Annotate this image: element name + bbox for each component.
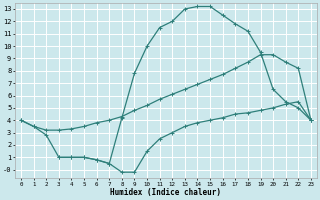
X-axis label: Humidex (Indice chaleur): Humidex (Indice chaleur) [110,188,221,197]
